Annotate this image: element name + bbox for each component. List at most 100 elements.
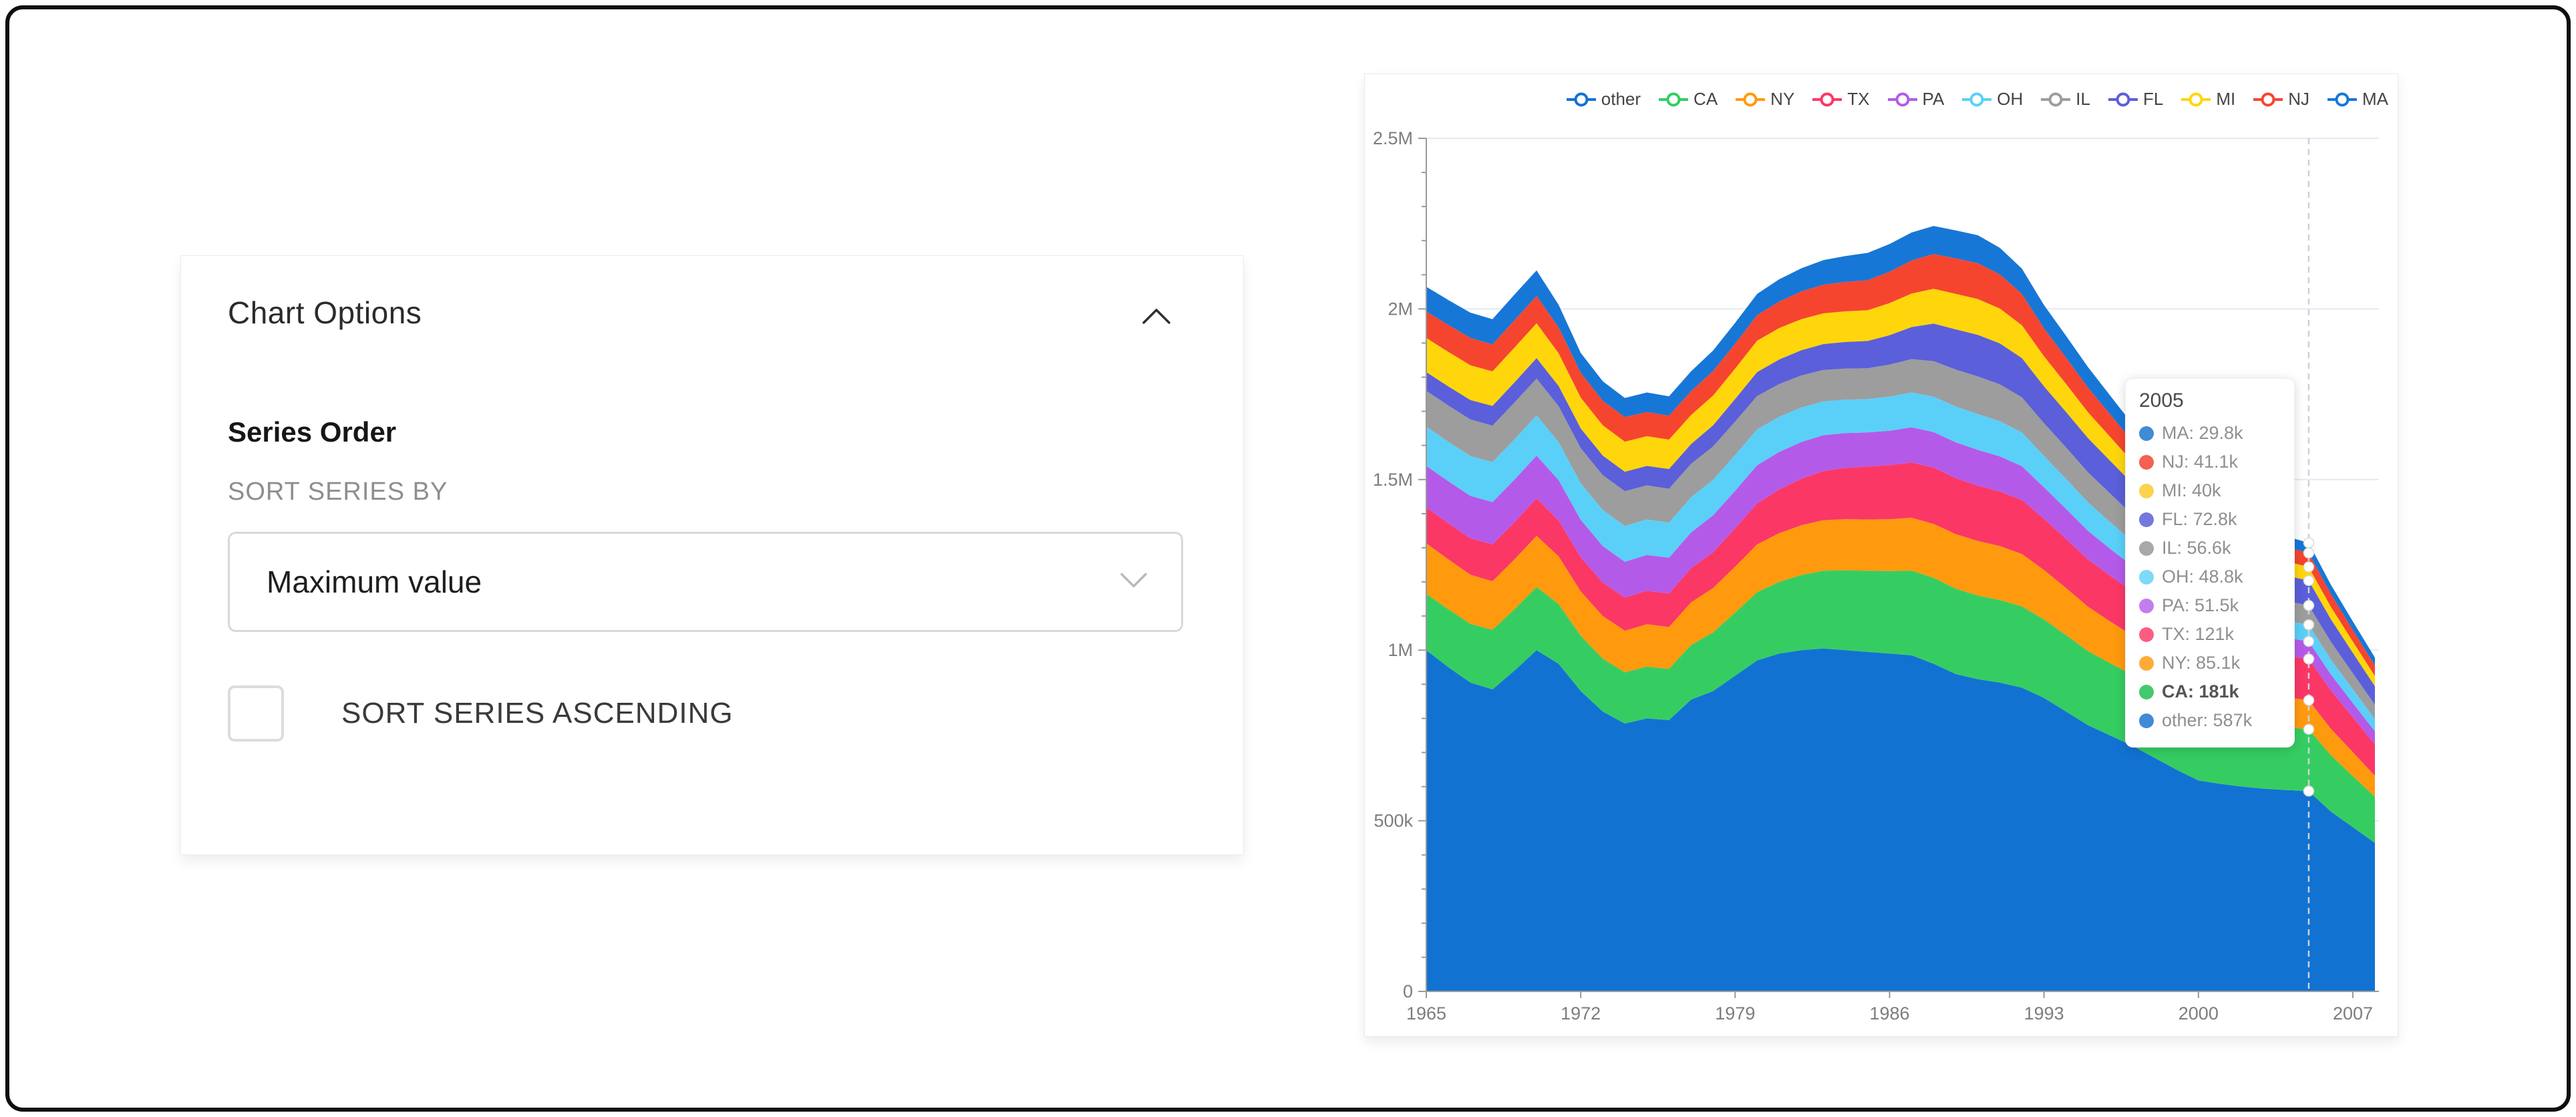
legend-marker-icon (2041, 92, 2071, 106)
hover-point-OH (2303, 619, 2315, 631)
x-axis-label: 1979 (1715, 1003, 1755, 1023)
tooltip-row-NJ: NJ: 41.1k (2139, 448, 2281, 476)
sort-series-by-value: Maximum value (267, 565, 482, 599)
tooltip-series-value: CA: 181k (2162, 681, 2239, 701)
tooltip-series-value: MA: 29.8k (2162, 423, 2243, 443)
y-axis-label: 0 (1403, 981, 1413, 1001)
y-axis-label: 1M (1388, 640, 1413, 660)
legend-item-NJ[interactable]: NJ (2253, 89, 2309, 110)
y-axis-label: 2.5M (1373, 128, 1413, 148)
legend-label: other (1601, 89, 1641, 109)
tooltip-series-dot (2139, 684, 2154, 699)
tooltip-row-MI: MI: 40k (2139, 476, 2281, 505)
tooltip-row-CA: CA: 181k (2139, 677, 2281, 706)
sort-series-by-label: SORT SERIES BY (228, 478, 448, 506)
area-series-NY[interactable] (1426, 518, 2375, 797)
hover-point-CA (2303, 724, 2315, 735)
x-axis-label: 1986 (1869, 1003, 1909, 1023)
hover-point-MI (2303, 561, 2315, 573)
tooltip-series-dot (2139, 655, 2154, 671)
legend-label: NY (1770, 89, 1795, 109)
legend-label: OH (1997, 89, 2024, 109)
legend-label: NJ (2288, 89, 2309, 109)
tooltip-row-NY: NY: 85.1k (2139, 649, 2281, 677)
tooltip-row-PA: PA: 51.5k (2139, 591, 2281, 620)
chart-tooltip: 2005 MA: 29.8k NJ: 41.1k MI: 40k FL: 72.8k I… (2125, 378, 2295, 748)
tooltip-series-value: OH: 48.8k (2162, 567, 2243, 587)
x-axis-label: 2007 (2333, 1003, 2373, 1023)
tooltip-series-dot (2139, 426, 2154, 441)
series-order-heading: Series Order (228, 416, 397, 448)
hover-point-NY (2303, 694, 2315, 706)
y-axis-label: 2M (1388, 299, 1413, 319)
legend-label: IL (2076, 89, 2090, 109)
x-axis-label: 2000 (2179, 1003, 2219, 1023)
legend-item-CA[interactable]: CA (1658, 89, 1718, 110)
collapse-panel-button[interactable] (1136, 301, 1176, 331)
legend-item-MI[interactable]: MI (2181, 89, 2235, 110)
hover-point-MA (2303, 537, 2315, 548)
legend-label: TX (1847, 89, 1870, 109)
chart-options-panel: Chart Options Series Order SORT SERIES B… (180, 255, 1244, 855)
tooltip-series-value: FL: 72.8k (2162, 509, 2237, 529)
legend-item-MA[interactable]: MA (2327, 89, 2388, 110)
legend-marker-icon (1659, 92, 1689, 106)
legend-item-other[interactable]: other (1566, 89, 1641, 110)
chart-card: other CA NY TX PA OH IL (1364, 73, 2398, 1037)
chevron-up-icon (1142, 309, 1170, 324)
legend-marker-icon (2181, 92, 2211, 106)
legend-item-NY[interactable]: NY (1735, 89, 1794, 110)
x-axis-label: 1972 (1561, 1003, 1601, 1023)
sort-ascending-checkbox[interactable] (228, 685, 284, 742)
tooltip-row-MA: MA: 29.8k (2139, 419, 2281, 448)
tooltip-series-dot (2139, 454, 2154, 470)
x-axis-label: 1965 (1406, 1003, 1446, 1023)
tooltip-series-dot (2139, 598, 2154, 613)
tooltip-row-other: other: 587k (2139, 706, 2281, 735)
sort-series-by-select[interactable]: Maximum value (228, 532, 1183, 632)
legend-marker-icon (2108, 92, 2138, 106)
legend-item-IL[interactable]: IL (2040, 89, 2090, 110)
tooltip-series-value: MI: 40k (2162, 480, 2221, 500)
legend-label: MA (2362, 89, 2388, 109)
legend-marker-icon (1887, 92, 1917, 106)
legend-label: PA (1922, 89, 1945, 109)
legend-label: FL (2142, 89, 2164, 109)
sort-ascending-label: SORT SERIES ASCENDING (341, 697, 734, 730)
tooltip-row-OH: OH: 48.8k (2139, 563, 2281, 591)
legend-item-OH[interactable]: OH (1961, 89, 2023, 110)
legend-item-TX[interactable]: TX (1812, 89, 1870, 110)
tooltip-title: 2005 (2139, 389, 2184, 412)
tooltip-row-FL: FL: 72.8k (2139, 505, 2281, 534)
chart-legend: other CA NY TX PA OH IL (1566, 89, 2388, 110)
tooltip-series-dot (2139, 540, 2154, 556)
tooltip-row-IL: IL: 56.6k (2139, 534, 2281, 563)
hover-point-FL (2303, 575, 2315, 587)
tooltip-series-value: other: 587k (2162, 710, 2253, 730)
area-series-TX[interactable] (1426, 462, 2375, 776)
tooltip-series-dot (2139, 569, 2154, 585)
hover-point-IL (2303, 600, 2315, 611)
tooltip-series-value: NY: 85.1k (2162, 653, 2241, 673)
legend-item-FL[interactable]: FL (2108, 89, 2163, 110)
x-axis-label: 1993 (2024, 1003, 2064, 1023)
tooltip-series-dot (2139, 627, 2154, 642)
legend-marker-icon (1736, 92, 1766, 106)
legend-marker-icon (1962, 92, 1992, 106)
tooltip-series-value: IL: 56.6k (2162, 538, 2231, 558)
tooltip-series-value: NJ: 41.1k (2162, 452, 2239, 472)
legend-marker-icon (1812, 92, 1842, 106)
y-axis-label: 1.5M (1373, 470, 1413, 490)
legend-label: CA (1694, 89, 1718, 109)
chevron-down-icon (1120, 572, 1148, 593)
hover-point-NJ (2303, 547, 2315, 558)
hover-point-other (2303, 785, 2315, 797)
area-series-other[interactable] (1426, 648, 2375, 991)
legend-marker-icon (1566, 92, 1596, 106)
legend-label: MI (2216, 89, 2236, 109)
legend-marker-icon (2327, 92, 2357, 106)
legend-item-PA[interactable]: PA (1887, 89, 1945, 110)
hover-point-PA (2303, 635, 2315, 647)
area-series-PA[interactable] (1426, 427, 2375, 745)
